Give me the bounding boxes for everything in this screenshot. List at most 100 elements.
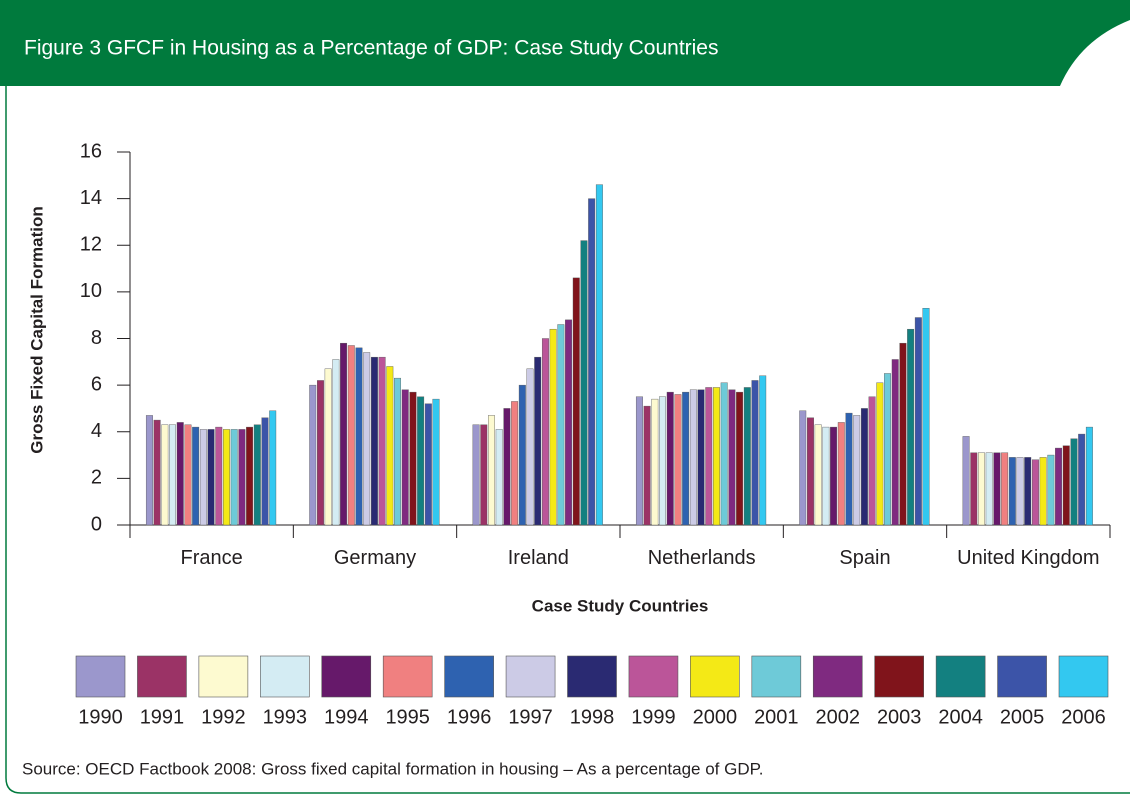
bar (1070, 438, 1078, 526)
bar (324, 368, 332, 526)
legend-label: 1992 (201, 706, 246, 728)
bar (845, 412, 853, 526)
y-tick-label: 2 (91, 467, 102, 489)
bar (1047, 454, 1055, 526)
bar (1078, 433, 1086, 526)
bar (424, 403, 432, 526)
legend-label: 1991 (140, 706, 185, 728)
bar (884, 373, 891, 526)
bar (1062, 445, 1070, 526)
bar (743, 387, 751, 526)
bar (705, 387, 713, 526)
bar (549, 328, 557, 526)
legend-swatch (874, 655, 924, 698)
bar (340, 342, 348, 526)
legend-label: 1999 (631, 706, 676, 728)
bar (317, 380, 324, 526)
bar (223, 429, 230, 526)
bar (246, 426, 254, 526)
bar (666, 391, 674, 526)
bar (830, 426, 838, 526)
bar (580, 240, 588, 526)
legend-label: 2002 (816, 706, 861, 728)
bar (1008, 457, 1016, 526)
bar (386, 366, 394, 526)
bar (417, 396, 425, 526)
legend-swatch (751, 655, 802, 698)
x-tick-label: France (180, 547, 243, 569)
bar (588, 198, 596, 526)
bar (1024, 457, 1032, 526)
legend-label: 1997 (508, 706, 553, 728)
bar (759, 375, 767, 526)
bar (689, 389, 697, 526)
legend-swatch (137, 655, 187, 698)
bar (401, 389, 409, 526)
bar (697, 389, 705, 526)
bar (978, 452, 985, 526)
legend-swatch (321, 655, 372, 698)
bar (409, 391, 417, 526)
legend-label: 1993 (263, 706, 308, 728)
bar (207, 429, 215, 526)
bar (541, 338, 549, 526)
legend-label: 2004 (938, 706, 983, 728)
y-tick-label: 8 (91, 327, 102, 349)
bar (370, 356, 378, 526)
bar (907, 328, 915, 526)
bar (199, 429, 207, 526)
y-axis-title: Gross Fixed Capital Formation (27, 206, 46, 454)
legend-label: 2006 (1061, 706, 1106, 728)
x-tick-label: Ireland (507, 547, 569, 569)
y-tick-label: 16 (80, 140, 102, 162)
header-band (0, 0, 1130, 86)
x-tick-label: Netherlands (647, 547, 756, 569)
legend-label: 1990 (78, 706, 123, 728)
bar (682, 391, 690, 526)
bar (565, 319, 573, 526)
bar (860, 408, 868, 526)
bar (534, 356, 542, 526)
bar (868, 396, 876, 526)
bar (807, 417, 814, 526)
y-tick-label: 14 (80, 187, 102, 209)
bar (822, 426, 830, 526)
bar (557, 324, 565, 526)
bar (363, 352, 371, 526)
bar (1055, 447, 1063, 526)
bar (238, 429, 246, 526)
bar (511, 401, 519, 526)
bar (993, 452, 1001, 526)
bar (736, 391, 744, 526)
x-tick-label: Germany (333, 547, 417, 569)
legend-swatch (75, 655, 126, 698)
legend-swatch (812, 655, 863, 698)
bar (891, 359, 899, 526)
x-axis-title: Case Study Countries (532, 596, 709, 615)
legend-label: 2000 (693, 706, 738, 728)
bar (1016, 457, 1024, 526)
legend-label: 2001 (754, 706, 799, 728)
bar (432, 398, 440, 526)
legend-swatch (1058, 655, 1109, 698)
bar (1085, 426, 1093, 526)
bar (269, 410, 277, 526)
bar (814, 424, 822, 526)
bar (635, 396, 643, 526)
bar (153, 419, 161, 526)
bar (355, 347, 363, 526)
legend-swatch (628, 655, 679, 698)
x-tick-label: United Kingdom (957, 547, 1100, 569)
legend-label: 2005 (1000, 706, 1045, 728)
y-tick-label: 6 (91, 373, 102, 395)
bar (472, 424, 480, 526)
source-note: Source: OECD Factbook 2008: Gross fixed … (22, 759, 763, 778)
bar (751, 380, 759, 526)
bar (192, 426, 200, 526)
bar (985, 452, 993, 526)
chart-title: Figure 3 GFCF in Housing as a Percentage… (24, 37, 719, 60)
bar (230, 429, 238, 526)
legend-swatch (690, 655, 740, 698)
bar (215, 426, 223, 526)
legend-swatch (260, 655, 310, 698)
